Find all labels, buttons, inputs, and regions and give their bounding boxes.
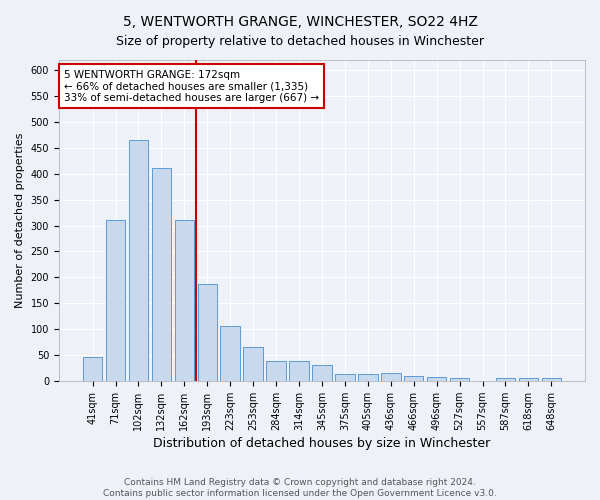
Bar xyxy=(518,378,538,381)
Bar xyxy=(496,378,515,381)
Y-axis label: Number of detached properties: Number of detached properties xyxy=(15,132,25,308)
Bar xyxy=(404,376,424,381)
Text: Size of property relative to detached houses in Winchester: Size of property relative to detached ho… xyxy=(116,35,484,48)
Text: 5, WENTWORTH GRANGE, WINCHESTER, SO22 4HZ: 5, WENTWORTH GRANGE, WINCHESTER, SO22 4H… xyxy=(122,15,478,29)
Bar xyxy=(289,361,309,381)
Bar xyxy=(335,374,355,381)
Bar xyxy=(542,378,561,381)
Bar xyxy=(106,220,125,381)
Bar xyxy=(381,373,401,381)
Bar xyxy=(220,326,240,381)
Text: Contains HM Land Registry data © Crown copyright and database right 2024.
Contai: Contains HM Land Registry data © Crown c… xyxy=(103,478,497,498)
Bar xyxy=(244,347,263,381)
Bar xyxy=(427,376,446,381)
Bar xyxy=(197,284,217,381)
Bar xyxy=(450,378,469,381)
Bar xyxy=(358,374,377,381)
Text: 5 WENTWORTH GRANGE: 172sqm
← 66% of detached houses are smaller (1,335)
33% of s: 5 WENTWORTH GRANGE: 172sqm ← 66% of deta… xyxy=(64,70,319,103)
Bar xyxy=(152,168,171,381)
Bar xyxy=(83,357,103,381)
Bar xyxy=(266,361,286,381)
Bar xyxy=(312,366,332,381)
Bar xyxy=(175,220,194,381)
X-axis label: Distribution of detached houses by size in Winchester: Distribution of detached houses by size … xyxy=(154,437,491,450)
Bar xyxy=(128,140,148,381)
